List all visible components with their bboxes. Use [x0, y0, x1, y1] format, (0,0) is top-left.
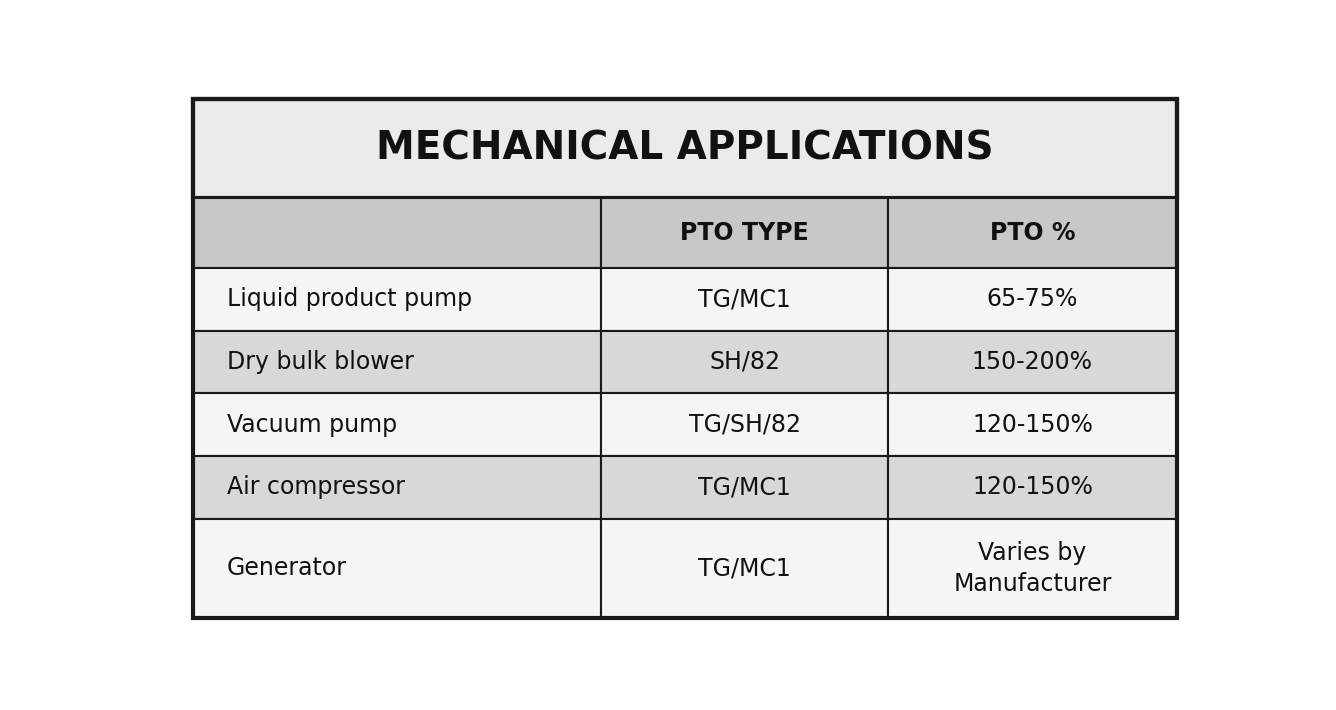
Text: PTO %: PTO % [990, 221, 1075, 245]
Text: Air compressor: Air compressor [227, 475, 405, 499]
Bar [888, 519, 1177, 618]
Bar [601, 268, 888, 330]
Bar [192, 268, 601, 330]
Bar [192, 99, 1177, 198]
Text: TG/SH/82: TG/SH/82 [688, 413, 800, 437]
Bar [888, 198, 1177, 268]
Bar [192, 519, 601, 618]
Bar [601, 456, 888, 519]
Bar [601, 330, 888, 393]
Text: Dry bulk blower: Dry bulk blower [227, 350, 414, 374]
Text: TG/MC1: TG/MC1 [699, 475, 791, 499]
Text: 120-150%: 120-150% [973, 475, 1093, 499]
Bar [888, 456, 1177, 519]
Bar [601, 393, 888, 456]
Bar [192, 456, 601, 519]
Text: PTO TYPE: PTO TYPE [680, 221, 810, 245]
Bar [601, 519, 888, 618]
Text: Generator: Generator [227, 557, 347, 581]
Bar [888, 393, 1177, 456]
Text: 65-75%: 65-75% [987, 287, 1078, 311]
Text: TG/MC1: TG/MC1 [699, 557, 791, 581]
Text: SH/82: SH/82 [709, 350, 780, 374]
Text: 150-200%: 150-200% [971, 350, 1093, 374]
Text: Vacuum pump: Vacuum pump [227, 413, 397, 437]
Bar [192, 198, 601, 268]
Bar [601, 198, 888, 268]
Text: Varies by
Manufacturer: Varies by Manufacturer [953, 541, 1112, 596]
Text: 120-150%: 120-150% [973, 413, 1093, 437]
Bar [192, 393, 601, 456]
Text: Liquid product pump: Liquid product pump [227, 287, 472, 311]
Text: TG/MC1: TG/MC1 [699, 287, 791, 311]
Bar [888, 330, 1177, 393]
Text: MECHANICAL APPLICATIONS: MECHANICAL APPLICATIONS [375, 130, 994, 168]
Bar [888, 268, 1177, 330]
Bar [192, 330, 601, 393]
